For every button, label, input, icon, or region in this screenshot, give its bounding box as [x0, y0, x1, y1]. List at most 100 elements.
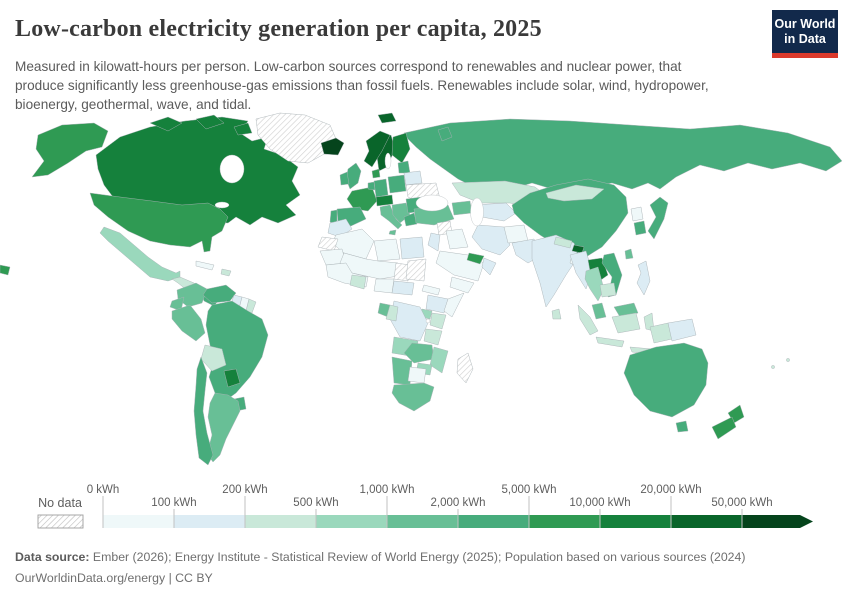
- country-cameroon-car[interactable]: [391, 280, 415, 296]
- country-fiji[interactable]: [786, 358, 790, 362]
- country-china[interactable]: [511, 178, 629, 258]
- country-novaya-zemlya[interactable]: [437, 126, 453, 142]
- country-papua-new-guinea[interactable]: [667, 318, 697, 342]
- country-finland[interactable]: [391, 132, 411, 164]
- country-greece[interactable]: [403, 212, 418, 227]
- country-venezuela[interactable]: [202, 284, 237, 304]
- country-libya[interactable]: [373, 238, 401, 262]
- country-madagascar[interactable]: [456, 352, 474, 384]
- country-afghanistan[interactable]: [503, 224, 529, 244]
- country-poland-czechia[interactable]: [387, 174, 407, 194]
- country-cuba[interactable]: [195, 260, 215, 271]
- country-congo[interactable]: [385, 304, 399, 322]
- country-peru[interactable]: [171, 304, 206, 342]
- country-egypt[interactable]: [399, 236, 425, 260]
- country-svalbard[interactable]: [377, 112, 397, 124]
- country-switzerland-austria[interactable]: [375, 194, 394, 207]
- country-australia[interactable]: [623, 342, 709, 418]
- country-taiwan[interactable]: [624, 248, 634, 260]
- country-united-kingdom[interactable]: [345, 162, 362, 190]
- country-israel-jordan[interactable]: [427, 232, 441, 252]
- legend-bin-4[interactable]: [316, 515, 387, 528]
- legend-no-data-swatch[interactable]: [37, 514, 84, 529]
- country-baltics[interactable]: [397, 160, 411, 174]
- country-caucasus[interactable]: [451, 200, 473, 216]
- country-canada-arctic2[interactable]: [195, 114, 225, 130]
- country-indonesia-sumatra[interactable]: [577, 304, 599, 336]
- country-yemen[interactable]: [449, 276, 475, 294]
- country-somalia[interactable]: [443, 292, 465, 318]
- country-canada-arctic3[interactable]: [233, 122, 253, 136]
- country-western-sahara[interactable]: [317, 236, 339, 252]
- legend-bin-9[interactable]: [671, 515, 742, 528]
- country-ghana[interactable]: [349, 274, 367, 290]
- legend-tick-labels-bottom: 100 kWh 500 kWh 2,000 kWh 10,000 kWh 50,…: [151, 497, 772, 509]
- legend-bin-1[interactable]: [103, 515, 174, 528]
- legend-bin-3[interactable]: [245, 515, 316, 528]
- legend-bin-8[interactable]: [600, 515, 671, 528]
- country-botswana[interactable]: [407, 366, 427, 384]
- country-argentina[interactable]: [206, 392, 241, 463]
- country-sudan[interactable]: [405, 258, 427, 282]
- chart-footer: Data source: Ember (2026); Energy Instit…: [15, 547, 835, 589]
- owid-logo[interactable]: Our World in Data: [772, 10, 838, 58]
- country-thailand[interactable]: [584, 266, 605, 302]
- country-iceland[interactable]: [320, 137, 345, 156]
- country-bolivia[interactable]: [200, 344, 227, 372]
- country-hawaii[interactable]: [0, 264, 11, 276]
- legend-bin-7[interactable]: [529, 515, 600, 528]
- country-malaysia[interactable]: [591, 302, 607, 320]
- country-philippines[interactable]: [636, 260, 651, 296]
- country-canada-arctic1[interactable]: [149, 116, 183, 132]
- country-oman[interactable]: [481, 257, 497, 276]
- country-benelux[interactable]: [367, 181, 376, 191]
- country-france[interactable]: [346, 186, 378, 212]
- country-south-africa[interactable]: [391, 382, 435, 412]
- country-new-caledonia[interactable]: [771, 365, 775, 369]
- country-cambodia[interactable]: [599, 282, 617, 298]
- country-hispaniola[interactable]: [220, 268, 232, 277]
- country-mozambique[interactable]: [429, 346, 449, 374]
- country-new-zealand-south[interactable]: [711, 416, 737, 440]
- country-uae[interactable]: [466, 252, 485, 265]
- country-eritrea[interactable]: [421, 284, 441, 296]
- country-sicily[interactable]: [388, 229, 397, 236]
- country-zambia[interactable]: [403, 342, 435, 364]
- country-indonesia-java[interactable]: [595, 336, 625, 348]
- legend-bin-10[interactable]: [742, 515, 813, 528]
- country-usa[interactable]: [89, 192, 229, 253]
- country-sri-lanka[interactable]: [551, 308, 562, 320]
- country-mongolia[interactable]: [545, 184, 605, 202]
- country-south-korea[interactable]: [633, 220, 647, 236]
- country-kenya[interactable]: [429, 312, 447, 330]
- country-french-guiana[interactable]: [245, 298, 257, 314]
- country-ethiopia[interactable]: [425, 294, 449, 314]
- country-vietnam[interactable]: [601, 252, 623, 298]
- country-germany[interactable]: [373, 178, 389, 198]
- country-nepal[interactable]: [553, 236, 573, 249]
- country-ireland[interactable]: [339, 171, 350, 186]
- country-chile[interactable]: [193, 356, 214, 466]
- country-india[interactable]: [531, 234, 579, 308]
- country-alaska[interactable]: [31, 122, 109, 178]
- country-nigeria[interactable]: [373, 278, 395, 294]
- country-indonesia-borneo[interactable]: [611, 312, 641, 334]
- country-norway[interactable]: [363, 130, 391, 168]
- country-chad[interactable]: [393, 262, 411, 282]
- country-italy[interactable]: [379, 204, 403, 230]
- legend-bin-2[interactable]: [174, 515, 245, 528]
- country-japan[interactable]: [647, 196, 669, 240]
- owid-url-link[interactable]: OurWorldinData.org/energy: [15, 570, 166, 585]
- country-paraguay[interactable]: [223, 368, 241, 388]
- country-denmark[interactable]: [371, 168, 381, 179]
- country-tasmania[interactable]: [675, 420, 689, 433]
- country-belarus[interactable]: [403, 170, 423, 186]
- owid-logo-redbar: [772, 52, 838, 58]
- legend-bin-5[interactable]: [387, 515, 458, 528]
- country-iran[interactable]: [471, 224, 511, 256]
- country-north-korea[interactable]: [630, 206, 644, 222]
- legend-bin-6[interactable]: [458, 515, 529, 528]
- country-russia[interactable]: [403, 118, 843, 190]
- country-iraq[interactable]: [445, 228, 469, 250]
- country-tanzania[interactable]: [423, 328, 443, 346]
